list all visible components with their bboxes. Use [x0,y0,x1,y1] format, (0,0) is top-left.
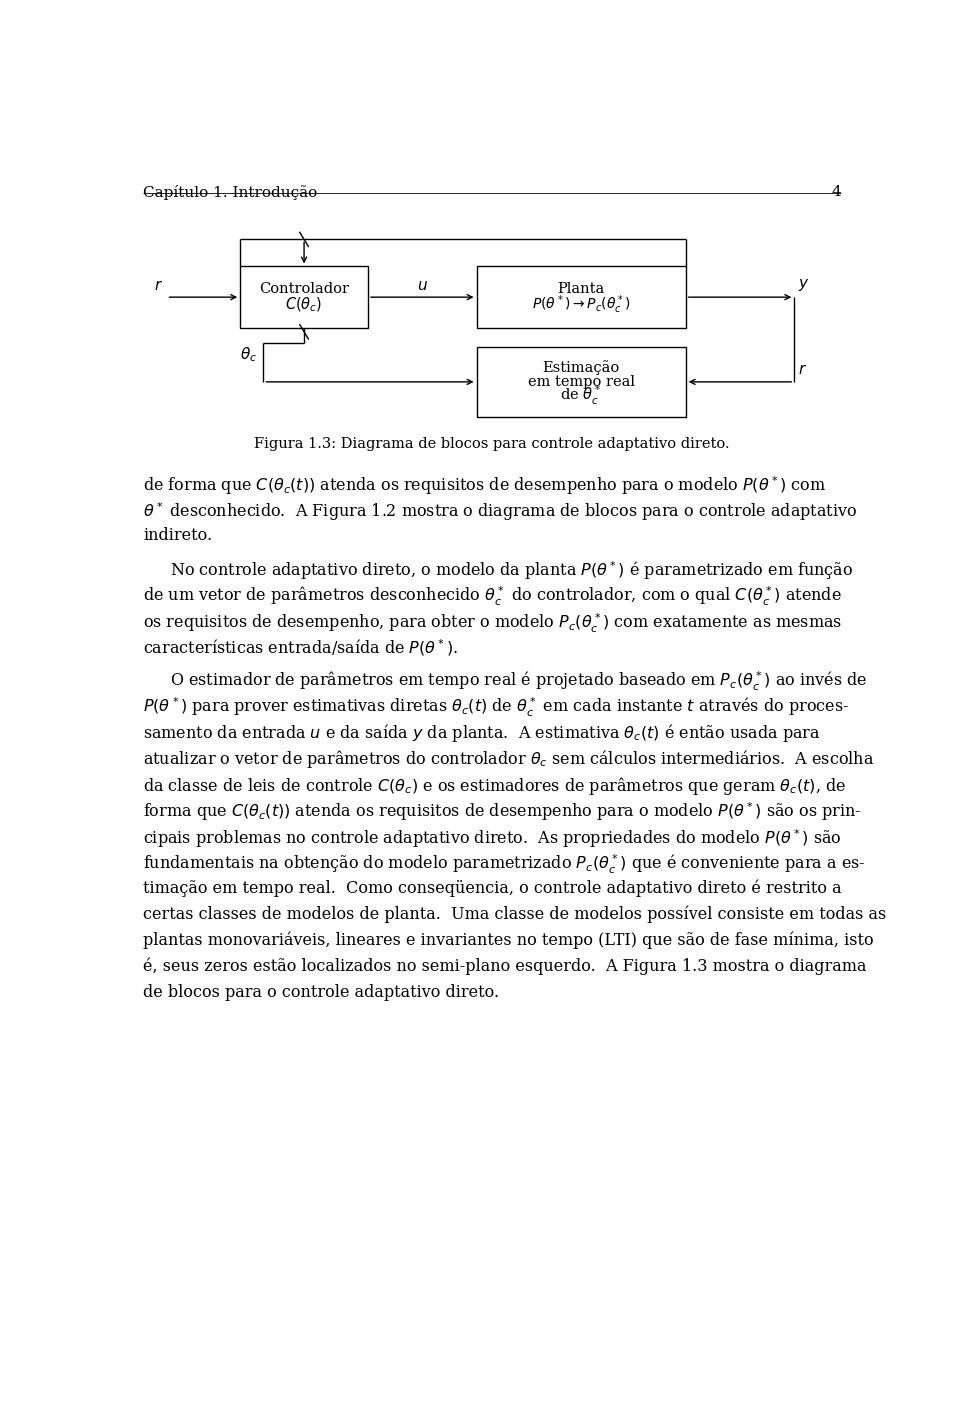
Text: No controle adaptativo direto, o modelo da planta $P(\theta^*)$ é parametrizado : No controle adaptativo direto, o modelo … [170,560,853,581]
Text: $r$: $r$ [798,363,807,377]
Text: de blocos para o controle adaptativo direto.: de blocos para o controle adaptativo dir… [143,984,499,1001]
Text: cipais problemas no controle adaptativo direto.  As propriedades do modelo $P(\t: cipais problemas no controle adaptativo … [143,827,842,850]
Text: samento da entrada $u$ e da saída $y$ da planta.  A estimativa $\theta_c(t)$ é e: samento da entrada $u$ e da saída $y$ da… [143,722,821,745]
Text: $y$: $y$ [798,276,809,292]
Text: Figura 1.3: Diagrama de blocos para controle adaptativo direto.: Figura 1.3: Diagrama de blocos para cont… [254,437,730,451]
Text: $\theta_c$: $\theta_c$ [240,346,257,365]
Text: $u$: $u$ [417,279,428,292]
Text: certas classes de modelos de planta.  Uma classe de modelos possível consiste em: certas classes de modelos de planta. Uma… [143,906,886,923]
Bar [240,266,368,328]
Text: plantas monovariáveis, lineares e invariantes no tempo (LTI) que são de fase mín: plantas monovariáveis, lineares e invari… [143,931,874,950]
Text: forma que $C(\theta_c(t))$ atenda os requisitos de desempenho para o modelo $P(\: forma que $C(\theta_c(t))$ atenda os req… [143,800,862,823]
Text: Planta: Planta [558,282,605,296]
Text: de $\theta_c^*$: de $\theta_c^*$ [561,384,602,407]
Text: $P(\theta^*) \rightarrow P_c(\theta_c^*)$: $P(\theta^*) \rightarrow P_c(\theta_c^*)… [532,293,631,316]
Text: $\theta^*$ desconhecido.  A Figura 1.2 mostra o diagrama de blocos para o contro: $\theta^*$ desconhecido. A Figura 1.2 mo… [143,500,857,523]
Text: Estimação: Estimação [542,360,620,376]
Text: Capítulo 1. Introdução: Capítulo 1. Introdução [143,185,318,199]
Text: timação em tempo real.  Como conseqüencia, o controle adaptativo direto é restri: timação em tempo real. Como conseqüencia… [143,879,842,897]
Text: indireto.: indireto. [143,527,212,544]
Text: atualizar o vetor de parâmetros do controlador $\theta_c$ sem cálculos intermedi: atualizar o vetor de parâmetros do contr… [143,749,875,770]
Text: os requisitos de desempenho, para obter o modelo $P_c(\theta_c^*)$ com exatament: os requisitos de desempenho, para obter … [143,611,843,635]
Bar [476,266,685,328]
Text: O estimador de parâmetros em tempo real é projetado baseado em $P_c(\theta_c^*)$: O estimador de parâmetros em tempo real … [170,669,868,693]
Text: em tempo real: em tempo real [528,375,635,389]
Text: $P(\theta^*)$ para prover estimativas diretas $\theta_c(t)$ de $\theta_c^*$ em c: $P(\theta^*)$ para prover estimativas di… [143,696,850,719]
Text: da classe de leis de controle $C(\theta_c)$ e os estimadores de parâmetros que g: da classe de leis de controle $C(\theta_… [143,775,847,796]
Text: Controlador: Controlador [259,282,349,296]
Text: características entrada/saída de $P(\theta^*)$.: características entrada/saída de $P(\the… [143,638,458,658]
Text: fundamentais na obtenção do modelo parametrizado $P_c(\theta_c^*)$ que é conveni: fundamentais na obtenção do modelo param… [143,853,866,876]
Text: é, seus zeros estão localizados no semi-plano esquerdo.  A Figura 1.3 mostra o d: é, seus zeros estão localizados no semi-… [143,958,867,975]
Text: $r$: $r$ [154,279,162,292]
Text: 4: 4 [831,185,841,199]
Text: de um vetor de parâmetros desconhecido $\theta_c^*$ do controlador, com o qual $: de um vetor de parâmetros desconhecido $… [143,585,842,608]
Bar [476,347,685,416]
Text: de forma que $C(\theta_c(t))$ atenda os requisitos de desempenho para o modelo $: de forma que $C(\theta_c(t))$ atenda os … [143,474,827,497]
Text: $C(\theta_c)$: $C(\theta_c)$ [285,296,323,315]
